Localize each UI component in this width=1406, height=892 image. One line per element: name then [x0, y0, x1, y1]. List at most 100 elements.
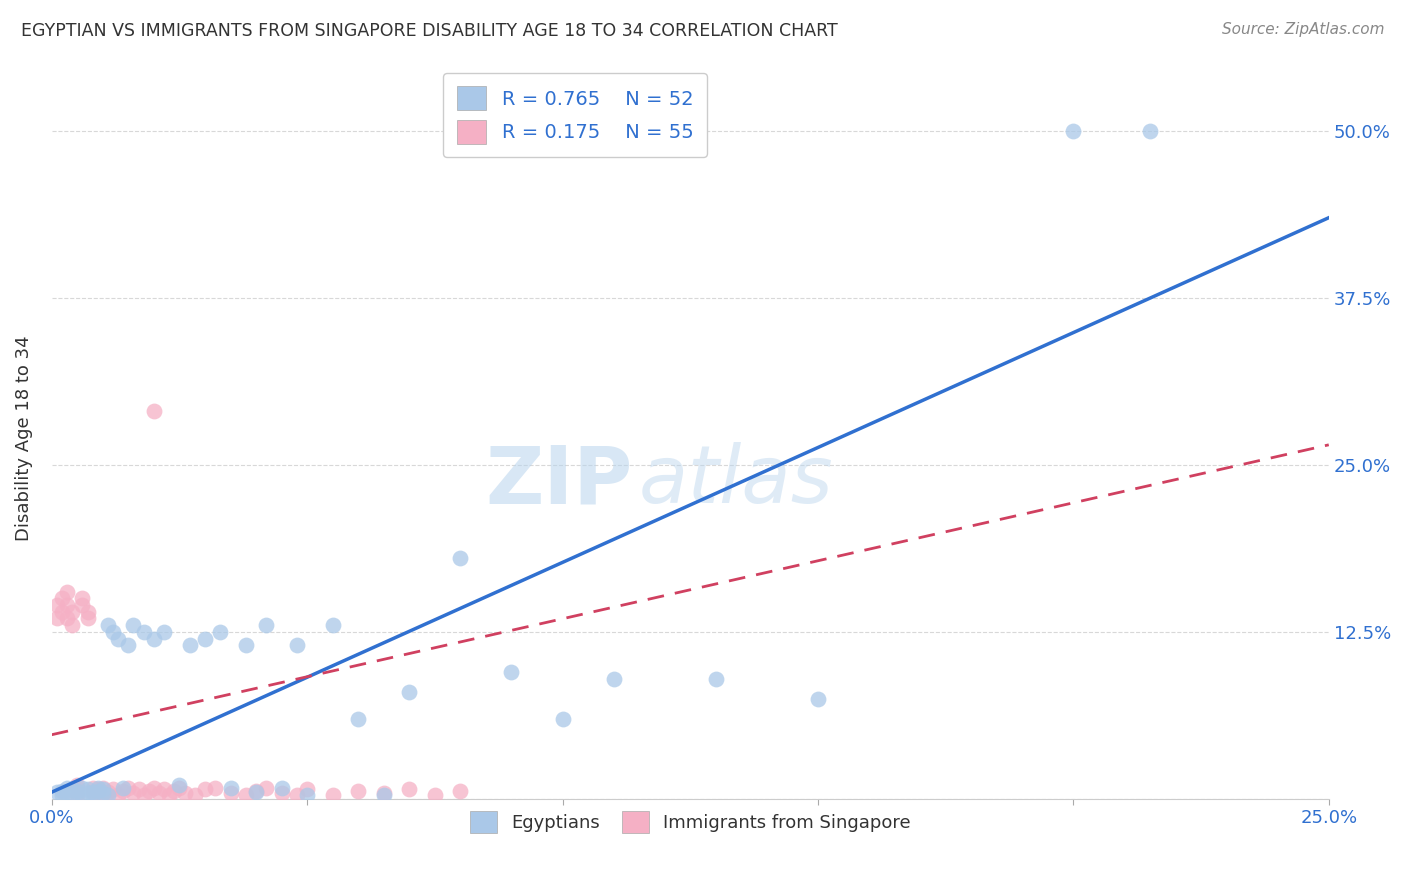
- Point: [76, 611, 98, 625]
- Point: [76, 782, 98, 797]
- Point: [117, 638, 139, 652]
- Point: [66, 787, 89, 801]
- Text: EGYPTIAN VS IMMIGRANTS FROM SINGAPORE DISABILITY AGE 18 TO 34 CORRELATION CHART: EGYPTIAN VS IMMIGRANTS FROM SINGAPORE DI…: [21, 22, 838, 40]
- Point: [91, 782, 114, 797]
- Point: [82, 788, 104, 802]
- Point: [97, 785, 120, 799]
- Point: [122, 618, 145, 632]
- Text: Source: ZipAtlas.com: Source: ZipAtlas.com: [1222, 22, 1385, 37]
- Point: [66, 784, 89, 798]
- Point: [72, 781, 94, 796]
- Point: [112, 784, 135, 798]
- Point: [501, 665, 523, 679]
- Point: [97, 788, 120, 802]
- Point: [87, 787, 110, 801]
- Point: [97, 618, 120, 632]
- Point: [285, 638, 308, 652]
- Legend: Egyptians, Immigrants from Singapore: Egyptians, Immigrants from Singapore: [458, 800, 922, 844]
- Point: [56, 598, 79, 612]
- Point: [72, 598, 94, 612]
- Point: [295, 782, 318, 797]
- Point: [87, 784, 110, 798]
- Point: [142, 781, 165, 796]
- Point: [56, 781, 79, 796]
- Point: [209, 624, 232, 639]
- Point: [101, 782, 124, 797]
- Point: [101, 624, 124, 639]
- Point: [322, 618, 344, 632]
- Point: [87, 781, 110, 796]
- Point: [51, 591, 73, 606]
- Point: [219, 787, 242, 801]
- Point: [82, 785, 104, 799]
- Point: [254, 618, 277, 632]
- Point: [157, 788, 180, 802]
- Point: [449, 551, 471, 566]
- Point: [142, 404, 165, 418]
- Point: [245, 784, 267, 798]
- Point: [60, 605, 83, 619]
- Text: atlas: atlas: [640, 442, 834, 520]
- Point: [235, 638, 257, 652]
- Point: [76, 605, 98, 619]
- Point: [128, 782, 150, 797]
- Point: [112, 781, 135, 796]
- Point: [45, 611, 67, 625]
- Point: [347, 784, 370, 798]
- Point: [122, 787, 145, 801]
- Point: [132, 624, 155, 639]
- Point: [91, 788, 114, 802]
- Point: [56, 787, 79, 801]
- Point: [153, 782, 176, 797]
- Point: [347, 712, 370, 726]
- Point: [169, 781, 191, 796]
- Point: [91, 781, 114, 796]
- Point: [295, 788, 318, 802]
- Point: [270, 787, 292, 801]
- Point: [82, 785, 104, 799]
- Point: [235, 788, 257, 802]
- Point: [107, 632, 129, 646]
- Point: [270, 781, 292, 796]
- Point: [254, 781, 277, 796]
- Point: [194, 782, 217, 797]
- Text: ZIP: ZIP: [485, 442, 633, 520]
- Point: [60, 788, 83, 802]
- Point: [449, 784, 471, 798]
- Point: [56, 584, 79, 599]
- Y-axis label: Disability Age 18 to 34: Disability Age 18 to 34: [15, 335, 32, 541]
- Point: [148, 787, 170, 801]
- Point: [66, 779, 89, 793]
- Point: [45, 785, 67, 799]
- Point: [173, 787, 195, 801]
- Point: [285, 788, 308, 802]
- Point: [138, 784, 160, 798]
- Point: [87, 782, 110, 797]
- Point: [142, 632, 165, 646]
- Point: [322, 788, 344, 802]
- Point: [807, 691, 830, 706]
- Point: [602, 672, 624, 686]
- Point: [66, 781, 89, 796]
- Point: [132, 788, 155, 802]
- Point: [107, 788, 129, 802]
- Point: [117, 781, 139, 796]
- Point: [51, 605, 73, 619]
- Point: [1139, 124, 1161, 138]
- Point: [82, 781, 104, 796]
- Point: [704, 672, 727, 686]
- Point: [153, 624, 176, 639]
- Point: [72, 788, 94, 802]
- Point: [551, 712, 574, 726]
- Point: [184, 788, 207, 802]
- Point: [91, 787, 114, 801]
- Point: [66, 788, 89, 802]
- Point: [51, 788, 73, 802]
- Point: [76, 787, 98, 801]
- Point: [194, 632, 217, 646]
- Point: [163, 784, 186, 798]
- Point: [169, 779, 191, 793]
- Point: [60, 618, 83, 632]
- Point: [373, 787, 395, 801]
- Point: [398, 782, 420, 797]
